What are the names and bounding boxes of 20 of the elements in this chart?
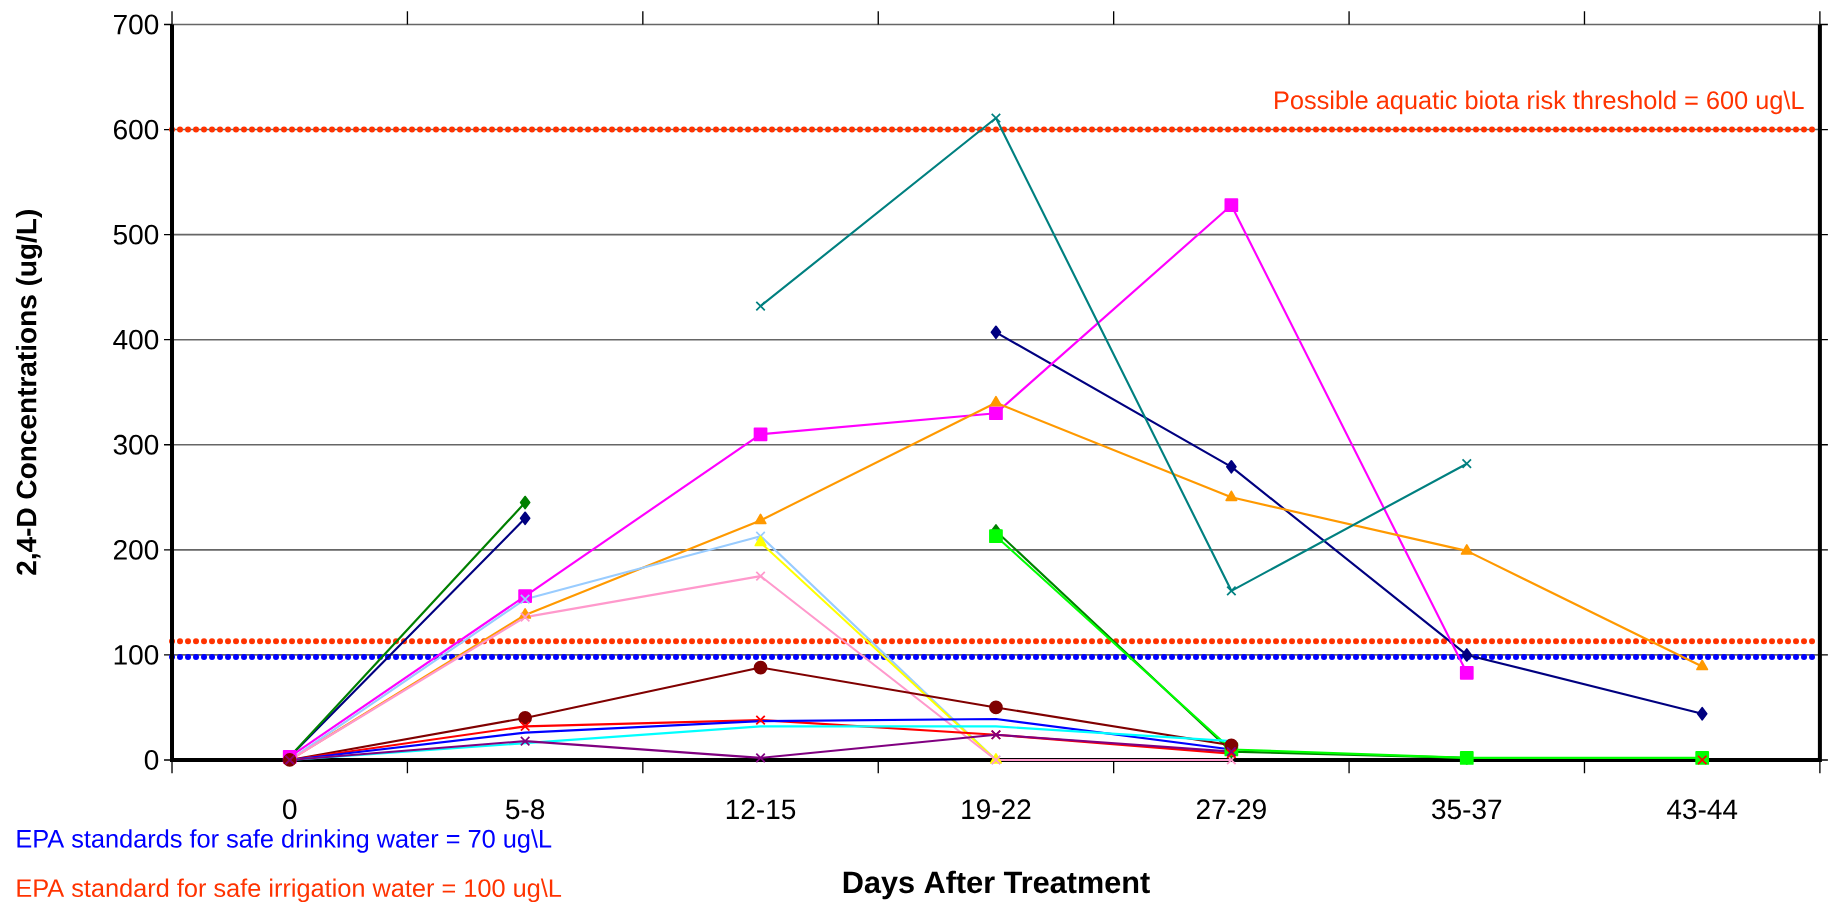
y-axis-title: 2,4-D Concentrations (ug/L) xyxy=(15,210,43,575)
y-tick-label: 100 xyxy=(114,645,159,665)
x-tick-label: 19-22 xyxy=(962,799,1031,820)
y-tick-label: 500 xyxy=(113,224,159,245)
y-tick-label: 700 xyxy=(114,14,159,35)
x-tick-label: 35-37 xyxy=(1432,799,1502,820)
y-tick-label: 600 xyxy=(114,119,159,140)
y-tick-label: 300 xyxy=(113,434,159,455)
x-tick-label: 12-15 xyxy=(726,799,796,820)
y-tick-label: 400 xyxy=(113,329,159,350)
text: EPA standard for safe irrigation water = 100 ug\L xyxy=(17,878,562,903)
text: EPA standards for safe drinking water = 70 ug\L xyxy=(17,829,552,853)
y-tick-label: 0 xyxy=(144,750,159,770)
x-tick-label: 43-44 xyxy=(1667,799,1738,820)
x-tick-label: 27-29 xyxy=(1196,799,1266,820)
y-tick-label: 200 xyxy=(113,539,159,560)
x-axis-title: Days After Treatment xyxy=(843,870,1150,900)
x-tick-label: 0 xyxy=(283,799,297,820)
x-tick-label: 5-8 xyxy=(506,799,545,820)
ref-line-label: Possible aquatic biota risk threshold = 600 ug\L xyxy=(1275,90,1804,115)
